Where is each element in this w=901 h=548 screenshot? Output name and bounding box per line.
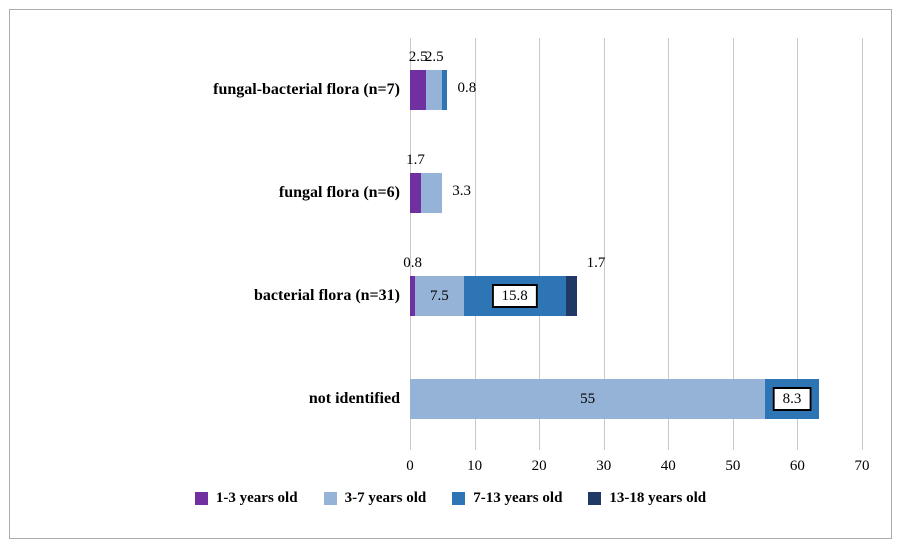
gridline xyxy=(862,38,863,450)
x-tick-label-70: 70 xyxy=(854,458,870,474)
gridline xyxy=(668,38,670,450)
bar-segment-7-13-years-old xyxy=(442,69,448,110)
bar-segment-1-3-years-old xyxy=(410,172,421,213)
data-label: 2.5 xyxy=(408,48,428,65)
legend: 1-3 years old 3-7 years old 7-13 years old… xyxy=(0,490,901,507)
data-label: 0.8 xyxy=(403,254,422,271)
gridline xyxy=(797,38,799,450)
bars-group xyxy=(410,38,862,450)
data-labels-group: 2.5 2.5 0.8 1.7 3.3 0.8 7.5 15.8 1.7 55 8.3 xyxy=(403,38,862,450)
gridline xyxy=(539,38,541,450)
data-label: 2.5 xyxy=(424,48,444,65)
bar-segment-13-18-years-old xyxy=(565,275,577,316)
x-tick-label-40: 40 xyxy=(660,458,676,474)
gridline xyxy=(603,38,605,450)
data-label: 7.5 xyxy=(430,287,449,304)
legend-item-13-18-years-old: 13-18 years old xyxy=(588,490,706,507)
legend-color-swatch xyxy=(588,492,602,505)
legend-color-swatch xyxy=(323,492,337,505)
bar-segment-3-7-years-old xyxy=(420,172,443,213)
bar-segment-1-3-years-old xyxy=(410,69,427,110)
gridline xyxy=(410,38,411,450)
x-tick-label-60: 60 xyxy=(789,458,805,474)
legend-item-label: 1-3 years old xyxy=(215,490,298,506)
x-tick-label-0: 0 xyxy=(406,458,414,474)
data-label: 1.7 xyxy=(586,254,606,271)
x-tick-label-20: 20 xyxy=(531,458,547,474)
x-tick-label-10: 10 xyxy=(467,458,483,474)
bar-segment-1-3-years-old xyxy=(410,275,416,316)
plot-area: 2.5 2.5 0.8 1.7 3.3 0.8 7.5 15.8 1.7 55 8.3 xyxy=(403,38,863,450)
data-label: 3.3 xyxy=(452,182,472,199)
legend-item-label: 7-13 years old xyxy=(473,490,563,506)
x-tick-label-50: 50 xyxy=(725,458,741,474)
legend-item-1-3-years-old: 1-3 years old xyxy=(194,490,298,507)
legend-item-label: 13-18 years old xyxy=(609,490,707,506)
category-label-not-identified: not identified xyxy=(308,389,400,407)
bar-segment-3-7-years-old xyxy=(410,378,766,419)
legend-item-7-13-years-old: 7-13 years old xyxy=(452,490,562,507)
data-label: 0.8 xyxy=(457,79,477,96)
bar-segment-3-7-years-old xyxy=(426,69,443,110)
legend-item-3-7-years-old: 3-7 years old xyxy=(323,490,427,507)
gridline xyxy=(474,38,476,450)
category-label-fungal-flora-n-6: fungal flora (n=6) xyxy=(278,183,400,201)
bar-segment-3-7-years-old xyxy=(415,275,464,316)
category-label-fungal-bacterial-flora-n-7: fungal-bacterial flora (n=7) xyxy=(213,80,400,98)
gridlines-group xyxy=(410,38,863,450)
legend-color-swatch xyxy=(194,492,208,505)
legend-item-label: 3-7 years old xyxy=(344,490,427,506)
legend-color-swatch xyxy=(452,492,466,505)
data-label: 8.3 xyxy=(772,386,812,411)
data-label: 55 xyxy=(580,390,596,407)
category-label-bacterial-flora-n-31: bacterial flora (n=31) xyxy=(254,286,400,304)
data-label: 1.7 xyxy=(406,151,425,168)
x-tick-label-30: 30 xyxy=(596,458,612,474)
data-label: 15.8 xyxy=(491,283,538,308)
gridline xyxy=(732,38,734,450)
